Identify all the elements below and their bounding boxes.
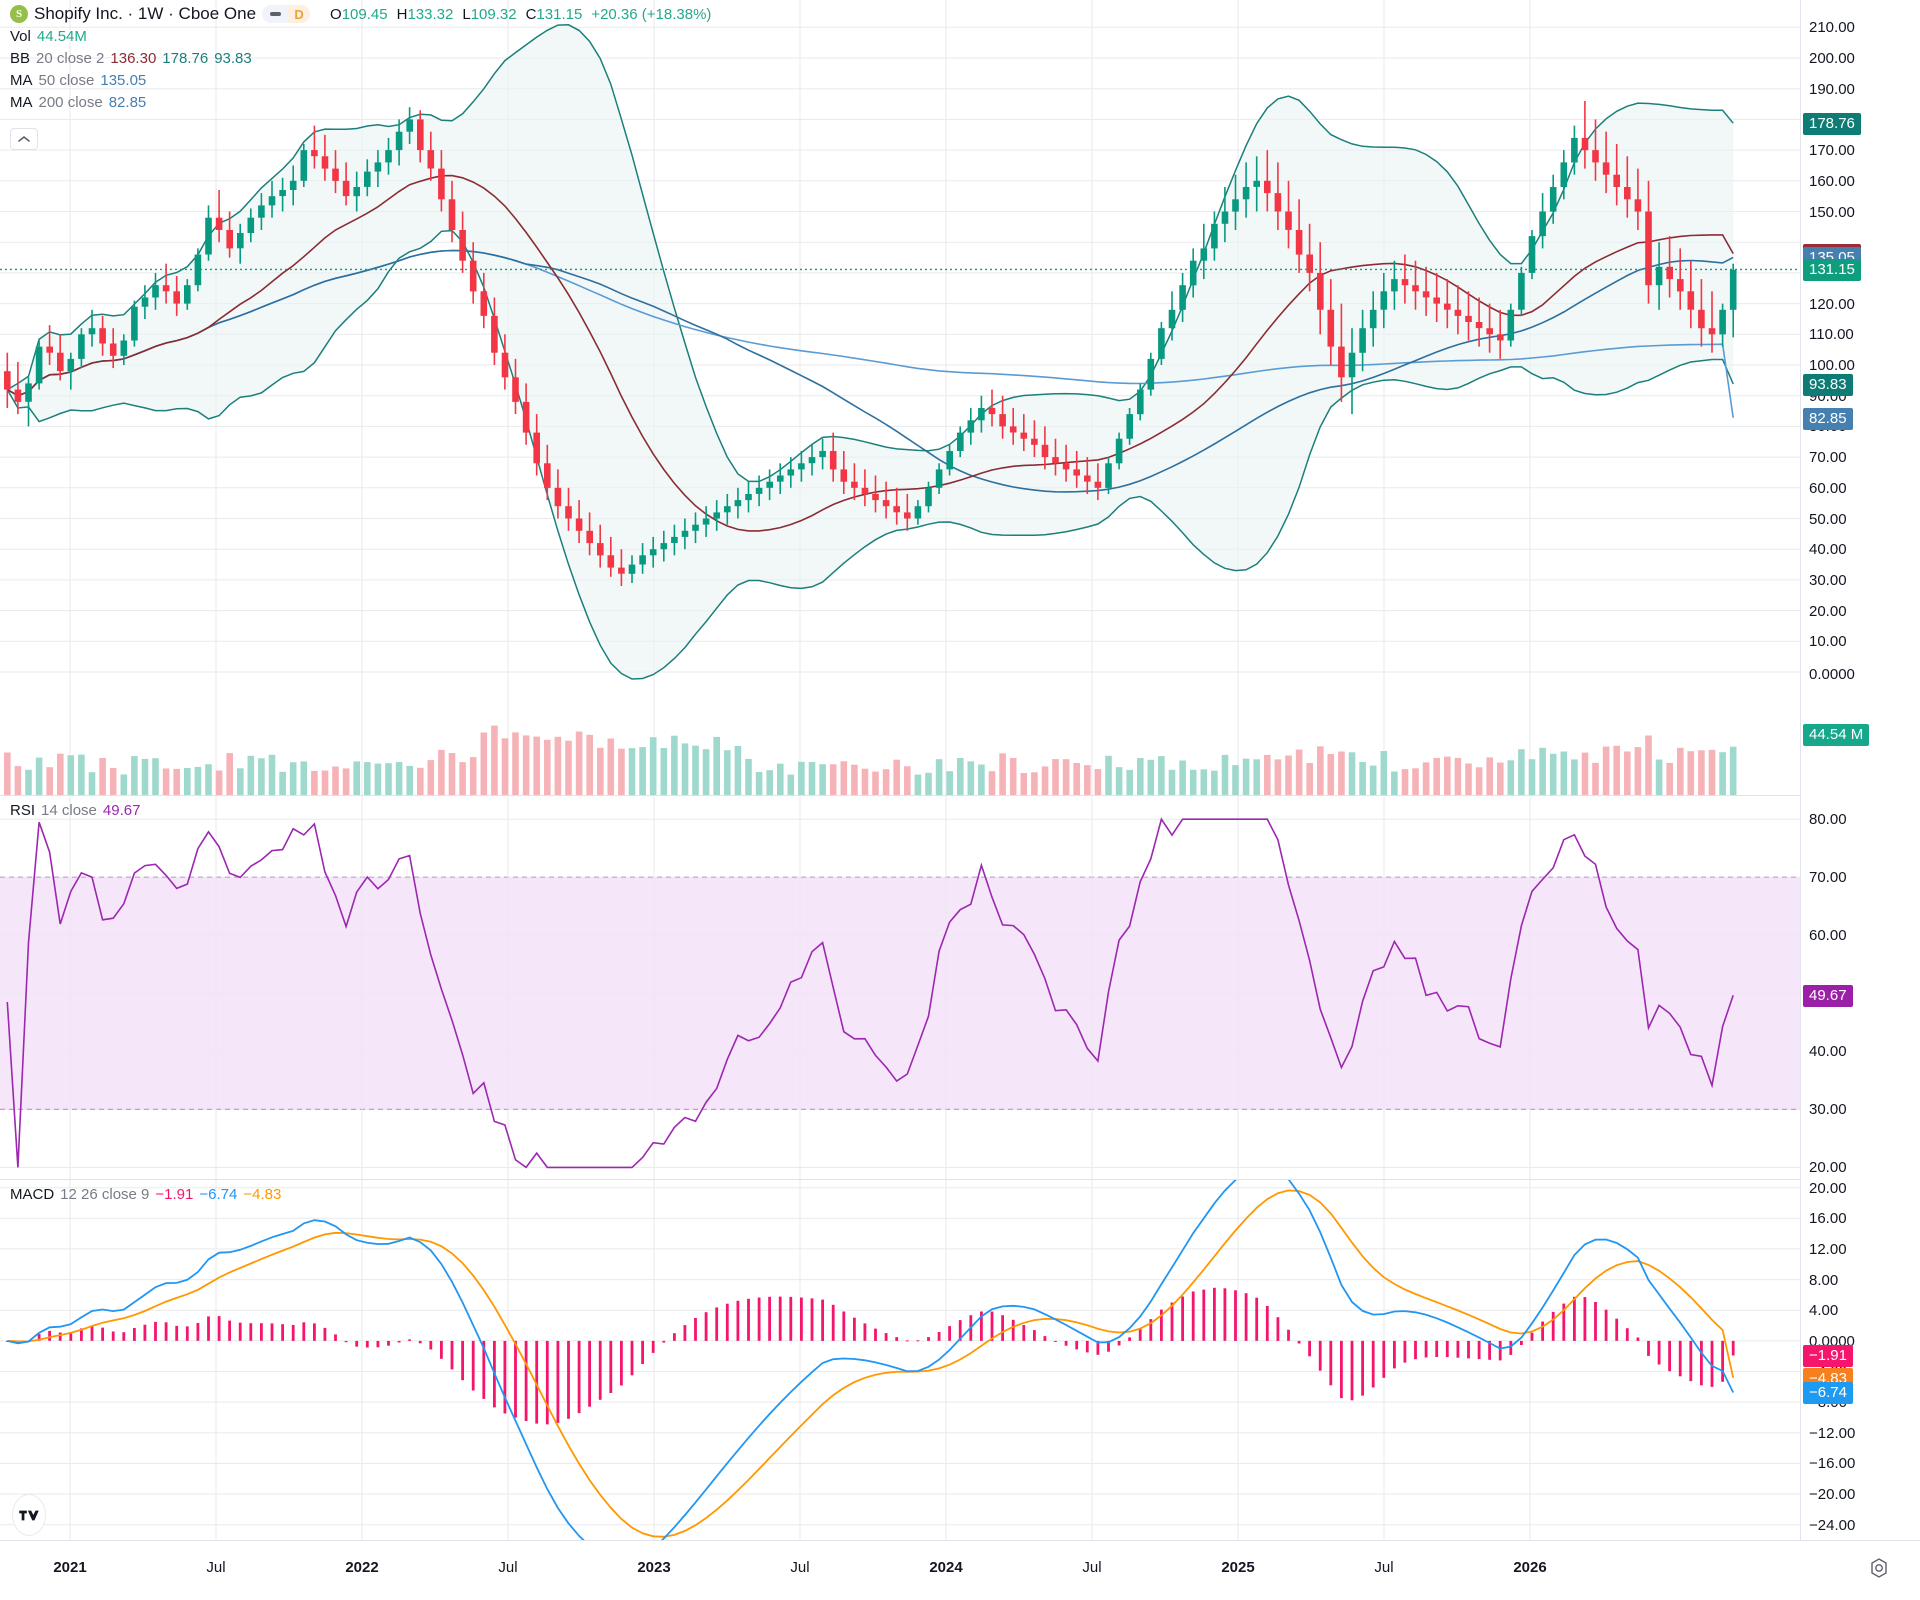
- rsi-tick-40: 40.00: [1809, 1043, 1847, 1061]
- rsi-tick-20: 20.00: [1809, 1159, 1847, 1177]
- price-tick-160: 160.00: [1809, 172, 1855, 190]
- time-tick-jul-1: Jul: [206, 1559, 226, 1576]
- price-tick-200: 200.00: [1809, 50, 1855, 68]
- price-pane[interactable]: [0, 0, 1800, 795]
- time-tick-2022-2: 2022: [345, 1559, 379, 1576]
- price-tick-120: 120.00: [1809, 295, 1855, 313]
- macd-tick-20: 20.00: [1809, 1179, 1847, 1197]
- macd-tick-8: 8.00: [1809, 1271, 1839, 1289]
- time-tick-2023-4: 2023: [637, 1559, 671, 1576]
- price-badge-volume[interactable]: 44.54 M: [1803, 724, 1870, 746]
- time-tick-jul-3: Jul: [498, 1559, 518, 1576]
- rsi-line: [6, 817, 1734, 1169]
- volume-series: [4, 725, 1737, 795]
- macd-line: [7, 1180, 1735, 1540]
- macd-badge-macd[interactable]: −6.74: [1803, 1382, 1853, 1405]
- price-tick-40: 40.00: [1809, 541, 1847, 559]
- rsi-tick-60: 60.00: [1809, 927, 1847, 945]
- settings-gear-icon[interactable]: [1868, 1557, 1890, 1579]
- price-tick-30: 30.00: [1809, 571, 1847, 589]
- macd-tick-12: 12.00: [1809, 1240, 1847, 1258]
- price-tick-0: 0.0000: [1809, 666, 1855, 683]
- price-tick-60: 60.00: [1809, 479, 1847, 497]
- macd-pane-canvas: [0, 1180, 1800, 1540]
- rsi-tick-30: 30.00: [1809, 1101, 1847, 1119]
- rsi-badge-last[interactable]: 49.67: [1803, 985, 1853, 1008]
- collapse-legend-button[interactable]: [10, 128, 38, 150]
- time-tick-2026-10: 2026: [1513, 1559, 1547, 1576]
- price-tick-50: 50.00: [1809, 510, 1847, 528]
- macd-tick--12: −12.00: [1809, 1424, 1856, 1442]
- price-pane-canvas: [0, 0, 1800, 795]
- price-badge-ma200[interactable]: 82.85: [1803, 407, 1853, 430]
- pane-separator-rsi[interactable]: [0, 795, 1920, 796]
- rsi-tick-70: 70.00: [1809, 869, 1847, 887]
- rsi-pane-canvas: [0, 796, 1800, 1179]
- price-badge-last[interactable]: 131.15: [1803, 259, 1861, 282]
- time-tick-2021-0: 2021: [53, 1559, 87, 1576]
- time-tick-jul-5: Jul: [790, 1559, 810, 1576]
- price-tick-110: 110.00: [1809, 326, 1854, 344]
- price-tick-150: 150.00: [1809, 203, 1855, 221]
- macd-tick--16: −16.00: [1809, 1455, 1856, 1473]
- macd-badge-hist[interactable]: −1.91: [1803, 1345, 1853, 1368]
- macd-tick-4: 4.00: [1809, 1302, 1839, 1320]
- time-axis[interactable]: 2021 Jul 2022 Jul 2023 Jul 2024 Jul 2025 Jul 2026: [0, 1540, 1920, 1600]
- price-badge-bb-upper[interactable]: 178.76: [1803, 113, 1861, 136]
- tradingview-logo-icon[interactable]: [12, 1494, 46, 1536]
- macd-pane[interactable]: [0, 1180, 1800, 1540]
- price-badge-bb-lower[interactable]: 93.83: [1803, 373, 1853, 396]
- price-tick-20: 20.00: [1809, 602, 1847, 620]
- pane-separator-macd[interactable]: [0, 1179, 1920, 1180]
- price-tick-210: 210.00: [1809, 19, 1855, 37]
- rsi-pane[interactable]: [0, 796, 1800, 1179]
- macd-histogram: [5, 1287, 1735, 1425]
- time-tick-jul-9: Jul: [1374, 1559, 1394, 1576]
- chevron-up-icon: [18, 136, 30, 142]
- time-tick-jul-7: Jul: [1082, 1559, 1102, 1576]
- macd-tick-0: 0.0000: [1809, 1332, 1855, 1350]
- price-tick-170: 170.00: [1809, 142, 1855, 160]
- price-scale[interactable]: 210.00 200.00 190.00 170.00 160.00 150.00 120.…: [1800, 0, 1920, 1540]
- macd-tick--20: −20.00: [1809, 1486, 1856, 1504]
- macd-signal-line: [7, 1189, 1735, 1538]
- rsi-tick-80: 80.00: [1809, 811, 1847, 829]
- price-tick-190: 190.00: [1809, 80, 1855, 98]
- price-tick-70: 70.00: [1809, 449, 1847, 467]
- macd-tick--24: −24.00: [1809, 1516, 1856, 1534]
- price-tick-100: 100.00: [1809, 357, 1855, 375]
- time-tick-2024-6: 2024: [929, 1559, 963, 1576]
- candle-series: [4, 101, 1737, 586]
- macd-tick-16: 16.00: [1809, 1210, 1847, 1228]
- tv-mark: [19, 1510, 39, 1520]
- time-tick-2025-8: 2025: [1221, 1559, 1255, 1576]
- price-tick-10: 10.00: [1809, 633, 1847, 651]
